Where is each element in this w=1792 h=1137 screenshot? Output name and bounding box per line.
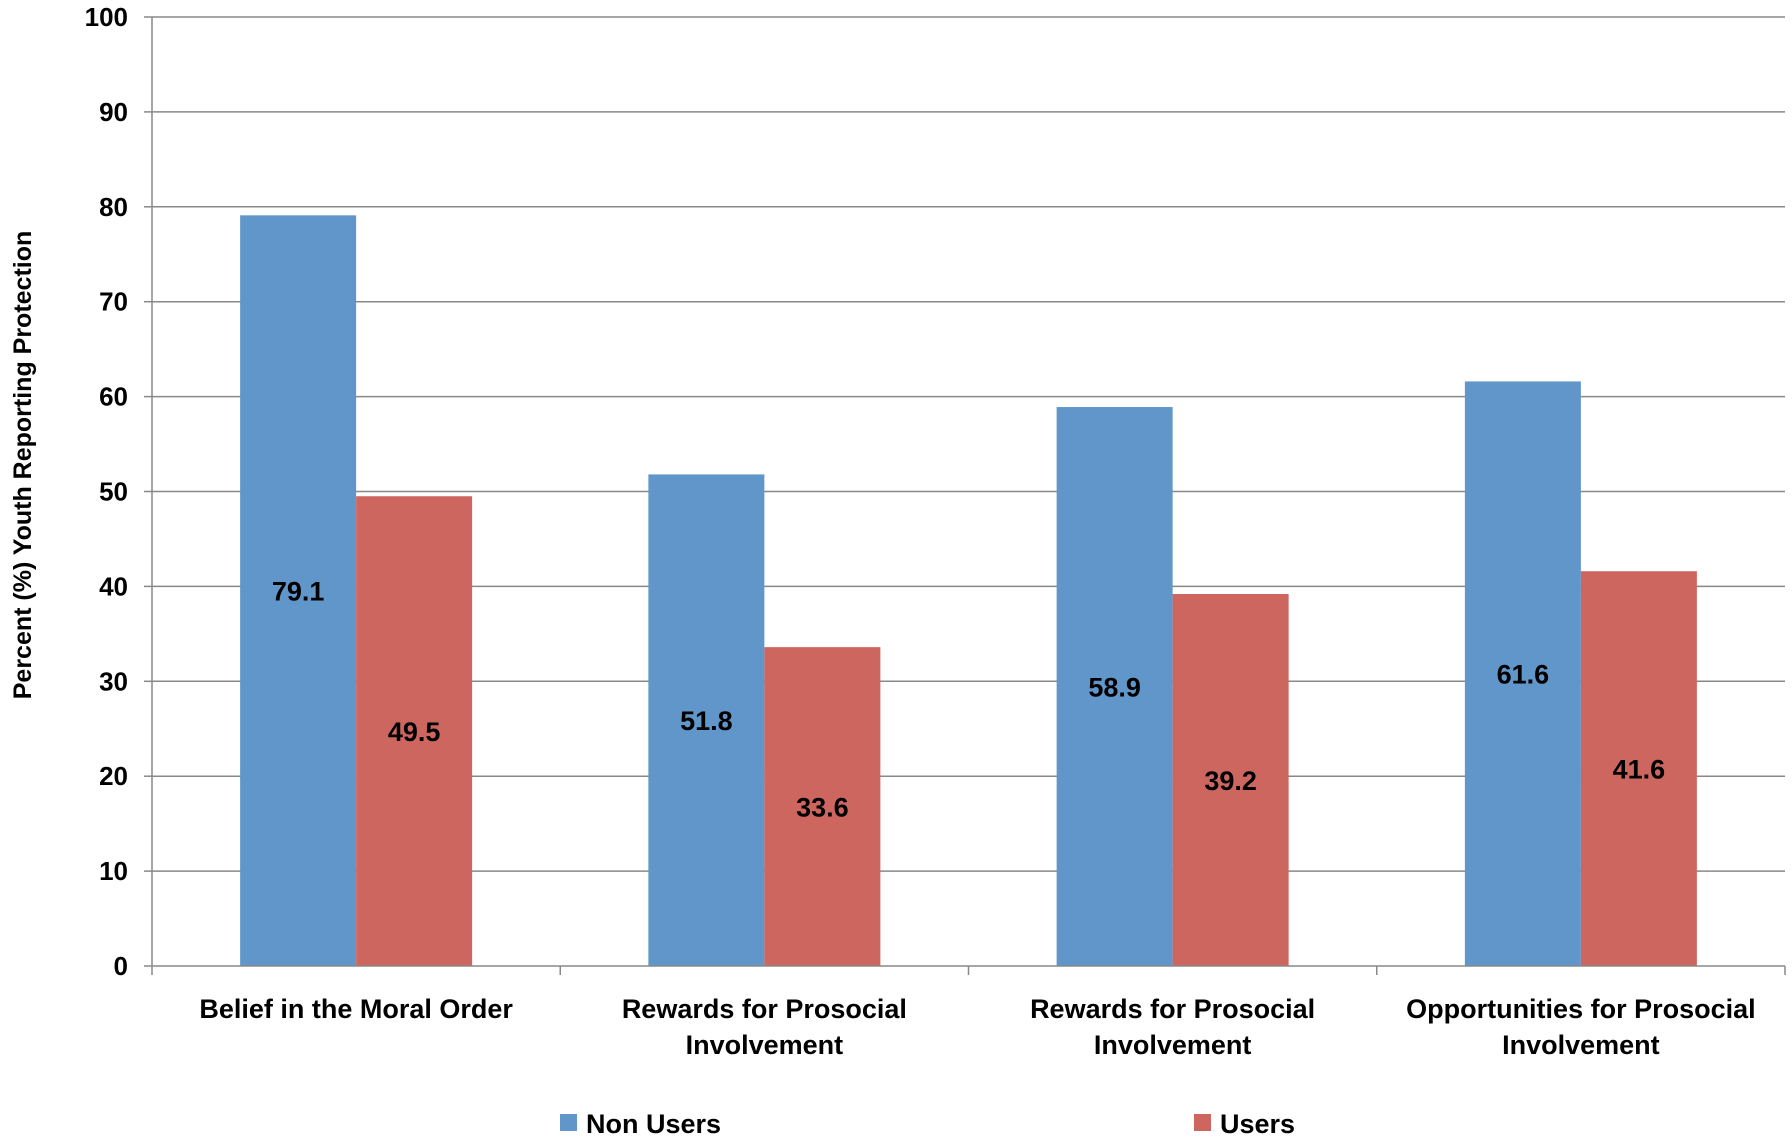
- bars: [240, 215, 1697, 966]
- bar-non-users-2: [1056, 407, 1173, 966]
- y-tick-label-10: 10: [99, 856, 128, 886]
- bar-users-3: [1580, 571, 1697, 966]
- legend-swatch-non-users: [560, 1114, 577, 1131]
- bar-non-users-1: [648, 474, 765, 966]
- bar-users-2: [1172, 593, 1289, 966]
- bar-users-1: [764, 647, 881, 966]
- bar-non-users-0: [240, 215, 357, 966]
- y-tick-label-70: 70: [99, 287, 128, 317]
- x-tick-label-0-line-0: Belief in the Moral Order: [199, 994, 513, 1024]
- y-tick-label-50: 50: [99, 477, 128, 507]
- data-label-non-users-1: 51.8: [680, 706, 733, 736]
- x-tick-label-3-line-0: Opportunities for Prosocial: [1406, 994, 1756, 1024]
- bar-users-0: [356, 496, 473, 966]
- x-tick-label-2-line-0: Rewards for Prosocial: [1030, 994, 1315, 1024]
- data-label-non-users-0: 79.1: [272, 577, 325, 607]
- bar-non-users-3: [1464, 381, 1581, 966]
- y-tick-labels: 0 10 20 30 40 50 60 70 80 90 100: [85, 2, 128, 981]
- y-tick-label-90: 90: [99, 97, 128, 127]
- data-label-users-2: 39.2: [1204, 766, 1257, 796]
- x-tick-label-1-line-0: Rewards for Prosocial: [622, 994, 907, 1024]
- x-tick-label-1-line-1: Involvement: [686, 1030, 844, 1060]
- y-tick-label-80: 80: [99, 192, 128, 222]
- x-tick-label-2-line-1: Involvement: [1094, 1030, 1252, 1060]
- y-tick-label-20: 20: [99, 761, 128, 791]
- legend-label-non-users: Non Users: [586, 1109, 721, 1137]
- data-labels: 79.1 51.8 58.9 61.6 49.5 33.6 39.2 41.6: [272, 577, 1665, 823]
- x-tick-labels: Belief in the Moral Order Rewards for Pro…: [199, 994, 1755, 1060]
- y-tick-label-100: 100: [85, 2, 128, 32]
- legend-swatch-users: [1194, 1114, 1211, 1131]
- y-tick-label-40: 40: [99, 571, 128, 601]
- x-tick-label-3-line-1: Involvement: [1502, 1030, 1660, 1060]
- data-label-non-users-2: 58.9: [1088, 673, 1141, 703]
- y-tick-label-30: 30: [99, 666, 128, 696]
- data-label-users-3: 41.6: [1613, 755, 1666, 785]
- axes: [144, 16, 1786, 975]
- data-label-non-users-3: 61.6: [1497, 660, 1550, 690]
- data-label-users-0: 49.5: [388, 717, 441, 747]
- y-tick-label-60: 60: [99, 382, 128, 412]
- y-axis-title: Percent (%) Youth Reporting Protection: [9, 231, 37, 700]
- data-label-users-1: 33.6: [796, 793, 849, 823]
- legend-label-users: Users: [1220, 1109, 1295, 1137]
- y-tick-label-0: 0: [114, 951, 128, 981]
- legend: Non Users Users: [560, 1109, 1295, 1137]
